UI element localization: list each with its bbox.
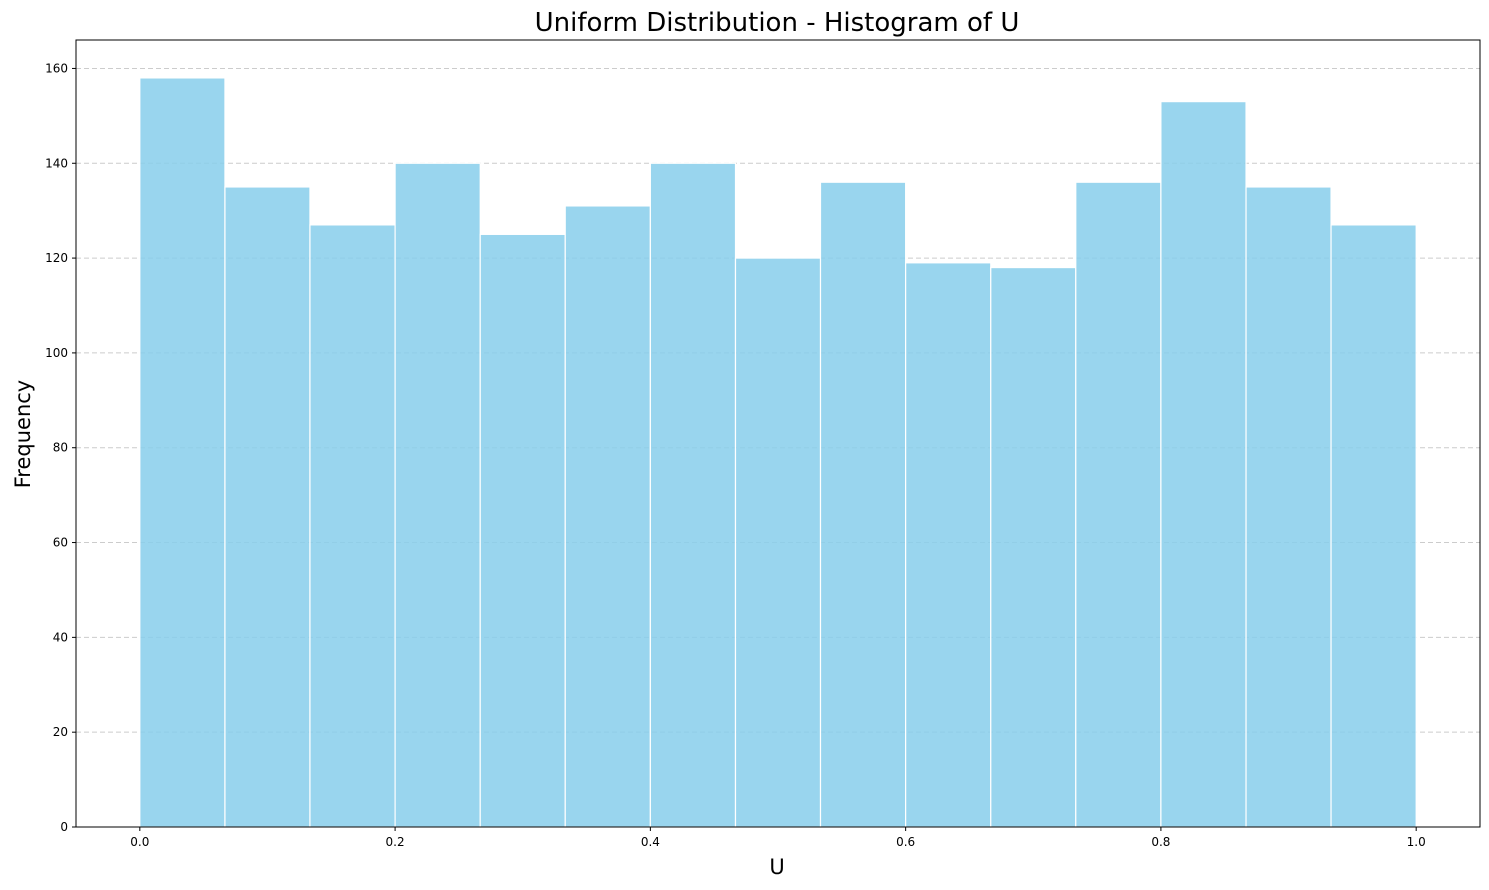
y-axis-label: Frequency	[11, 380, 35, 489]
histogram-bar	[990, 266, 1077, 828]
plot-frame	[75, 39, 1481, 828]
histogram-bar	[649, 162, 737, 828]
histogram-bar	[819, 181, 907, 828]
histogram-bar	[734, 257, 822, 828]
x-axis-label: U	[769, 855, 784, 879]
histogram-bar	[905, 262, 992, 828]
x-tick-label: 1.0	[1407, 835, 1426, 849]
x-tick-label: 0.4	[641, 835, 660, 849]
histogram-bar	[1245, 186, 1332, 828]
histogram-bar	[139, 77, 226, 828]
histogram-bar	[394, 162, 481, 828]
histogram-bar	[1075, 181, 1162, 828]
y-tick-label: 160	[45, 61, 68, 75]
y-tick-label: 20	[53, 725, 68, 739]
bars	[139, 77, 1417, 828]
y-tick-label: 40	[53, 630, 68, 644]
y-tick-label: 100	[45, 346, 68, 360]
x-axis-ticks: 0.0 0.2 0.4 0.6 0.8 1.0	[130, 827, 1426, 849]
y-tick-label: 60	[53, 536, 68, 550]
y-tick-label: 0	[60, 820, 68, 834]
histogram-bar	[1330, 224, 1417, 828]
x-tick-label: 0.6	[896, 835, 915, 849]
histogram-bar	[479, 233, 566, 828]
histogram-bar	[564, 205, 651, 828]
y-tick-label: 120	[45, 251, 68, 265]
histogram-bar	[224, 186, 311, 828]
y-tick-label: 140	[45, 156, 68, 170]
y-axis-ticks: 0 20 40 60 80 100 120 140 160	[45, 61, 76, 834]
x-tick-label: 0.0	[130, 835, 149, 849]
histogram-bar	[1160, 101, 1247, 828]
y-tick-label: 80	[53, 441, 68, 455]
histogram-bar	[309, 224, 396, 828]
x-tick-label: 0.2	[386, 835, 405, 849]
chart-title: Uniform Distribution - Histogram of U	[535, 8, 1020, 38]
x-tick-label: 0.8	[1151, 835, 1170, 849]
